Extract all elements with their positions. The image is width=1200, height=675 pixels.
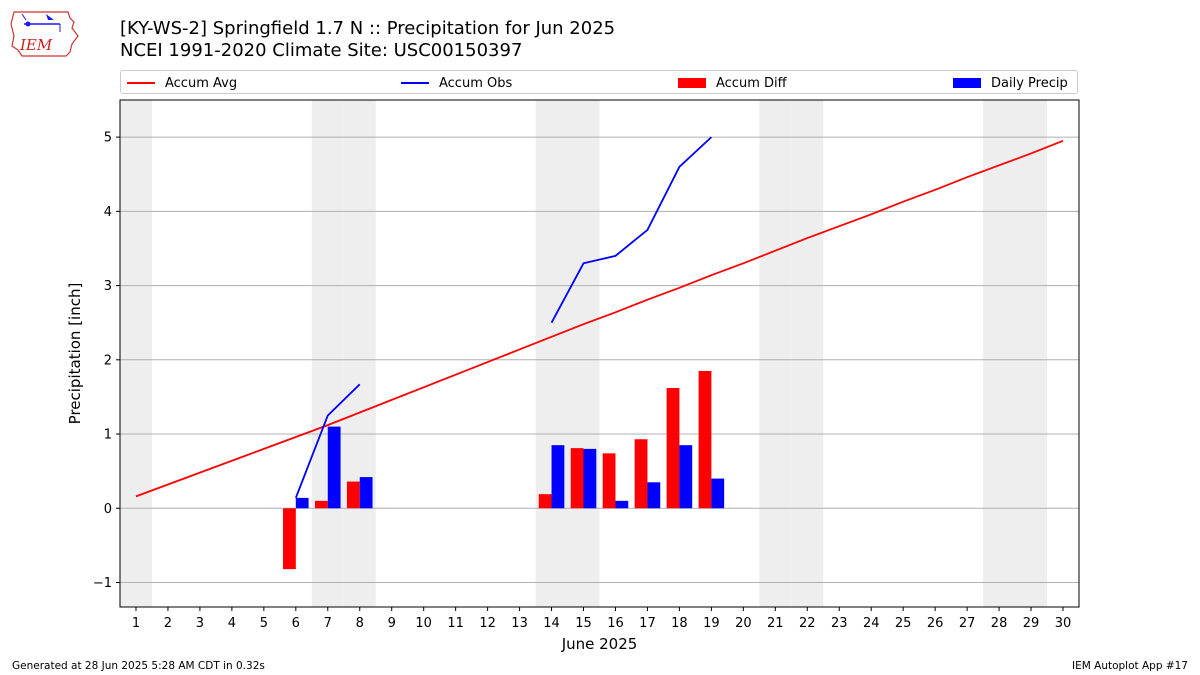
y-tick-label: 0 [104, 502, 112, 517]
plot-frame [119, 99, 1080, 608]
accum-obs-line [294, 383, 361, 499]
legend-swatch [678, 78, 706, 88]
y-tick-label: −1 [93, 576, 112, 591]
x-tick-label: 17 [639, 616, 656, 631]
x-tick-label: 25 [895, 616, 912, 631]
weekend-shade [983, 100, 1016, 607]
x-tick-label: 24 [863, 616, 880, 631]
legend-label: Daily Precip [991, 75, 1068, 91]
accum-diff-bar [634, 439, 648, 509]
x-tick-label: 5 [260, 616, 268, 631]
x-tick-label: 8 [356, 616, 364, 631]
x-tick-label: 15 [575, 616, 592, 631]
y-axis-label: Precipitation [inch] [66, 283, 84, 425]
accum-diff-bar [346, 481, 360, 509]
legend-item-accum-avg: Accum Avg [127, 74, 237, 92]
legend-label: Accum Avg [165, 75, 238, 91]
weekend-shade [311, 100, 344, 607]
daily-precip-bar [551, 445, 565, 509]
x-tick-label: 3 [196, 616, 204, 631]
daily-precip-bar [615, 500, 629, 509]
app-credit: IEM Autoplot App #17 [1072, 660, 1188, 672]
y-tick-label: 4 [104, 205, 112, 220]
weekend-shade [791, 100, 824, 607]
x-axis-label: June 2025 [561, 635, 638, 653]
legend-swatch [401, 82, 429, 84]
x-tick-label: 7 [324, 616, 332, 631]
iem-logo: IEM [10, 11, 79, 57]
accum-avg-line [135, 139, 1064, 498]
x-tick-label: 11 [447, 616, 464, 631]
daily-precip-bar [359, 477, 373, 509]
weekend-shade [120, 100, 152, 607]
accum-obs-line [550, 136, 712, 324]
legend-item-accum-obs: Accum Obs [401, 74, 512, 92]
y-tick-label: 3 [104, 279, 112, 294]
accum-diff-bar [602, 453, 616, 509]
x-tick-label: 20 [735, 616, 752, 631]
daily-precip-bar [583, 448, 597, 509]
daily-precip-bar [327, 426, 341, 509]
x-tick-label: 9 [388, 616, 396, 631]
weekend-shade [1015, 100, 1048, 607]
chart-subtitle: NCEI 1991-2020 Climate Site: USC00150397 [120, 40, 523, 61]
x-tick-label: 19 [703, 616, 720, 631]
daily-precip-bar [295, 497, 309, 509]
accum-diff-bar [698, 370, 712, 509]
x-tick-label: 13 [511, 616, 528, 631]
x-tick-label: 10 [415, 616, 432, 631]
chart-title: [KY-WS-2] Springfield 1.7 N :: Precipita… [120, 18, 616, 39]
weekend-shade [759, 100, 792, 607]
x-tick-label: 14 [543, 616, 560, 631]
x-tick-label: 1 [132, 616, 140, 631]
x-tick-label: 16 [607, 616, 624, 631]
x-tick-label: 21 [767, 616, 784, 631]
x-tick-label: 28 [991, 616, 1008, 631]
daily-precip-bar [647, 482, 661, 509]
accum-diff-bar [666, 388, 680, 509]
x-tick-label: 22 [799, 616, 816, 631]
x-tick-label: 23 [831, 616, 848, 631]
weekend-shade [567, 100, 600, 607]
weekend-shade [343, 100, 376, 607]
legend-item-accum-diff: Accum Diff [678, 74, 787, 92]
x-tick-label: 26 [927, 616, 944, 631]
y-tick-label: 2 [104, 353, 112, 368]
x-tick-label: 2 [164, 616, 172, 631]
x-tick-label: 4 [228, 616, 236, 631]
daily-precip-bar [711, 478, 725, 509]
legend-item-daily-precip: Daily Precip [953, 74, 1068, 92]
y-tick-label: 5 [104, 131, 112, 146]
x-tick-label: 30 [1055, 616, 1072, 631]
legend-swatch [127, 82, 155, 84]
daily-precip-bar [679, 445, 693, 509]
accum-diff-bar [538, 494, 552, 509]
weekend-shade [535, 100, 568, 607]
logo-text: IEM [19, 36, 53, 54]
accum-diff-bar [283, 508, 296, 570]
x-tick-label: 29 [1023, 616, 1040, 631]
legend-swatch [953, 78, 981, 88]
chart-legend: Accum Avg Accum Obs Accum Diff Daily Pre… [120, 70, 1078, 94]
legend-label: Accum Obs [439, 75, 513, 91]
x-tick-label: 18 [671, 616, 688, 631]
accum-diff-bar [570, 448, 584, 509]
y-tick-label: 1 [104, 428, 112, 443]
x-tick-label: 12 [479, 616, 496, 631]
generated-timestamp: Generated at 28 Jun 2025 5:28 AM CDT in … [12, 660, 265, 672]
x-tick-label: 27 [959, 616, 976, 631]
legend-label: Accum Diff [716, 75, 787, 91]
accum-diff-bar [314, 500, 328, 509]
x-tick-label: 6 [292, 616, 300, 631]
